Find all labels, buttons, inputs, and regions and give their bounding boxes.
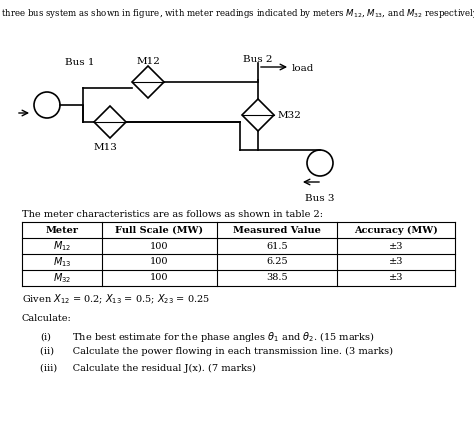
Text: 61.5: 61.5 xyxy=(266,241,288,250)
Text: M32: M32 xyxy=(278,110,302,119)
Text: 100: 100 xyxy=(150,273,169,282)
Text: 6.25: 6.25 xyxy=(266,258,288,267)
Text: load: load xyxy=(292,64,314,73)
Text: 38.5: 38.5 xyxy=(266,273,288,282)
Text: ±3: ±3 xyxy=(389,273,403,282)
Text: $M_{12}$: $M_{12}$ xyxy=(53,239,71,253)
Text: The meter characteristics are as follows as shown in table 2:: The meter characteristics are as follows… xyxy=(22,210,323,219)
Text: M13: M13 xyxy=(93,143,117,152)
Text: Bus 1: Bus 1 xyxy=(65,58,94,67)
Text: Given $X_{12}$ = 0.2; $X_{13}$ = 0.5; $X_{23}$ = 0.25: Given $X_{12}$ = 0.2; $X_{13}$ = 0.5; $X… xyxy=(22,292,210,306)
Text: 100: 100 xyxy=(150,241,169,250)
Text: Calculate:: Calculate: xyxy=(22,314,72,323)
Text: Accuracy (MW): Accuracy (MW) xyxy=(354,226,438,235)
Text: 100: 100 xyxy=(150,258,169,267)
Text: Measured Value: Measured Value xyxy=(233,226,321,235)
Text: (iii)     Calculate the residual J(x). (7 marks): (iii) Calculate the residual J(x). (7 ma… xyxy=(40,364,256,373)
Text: $M_{32}$: $M_{32}$ xyxy=(53,271,71,285)
Text: ±3: ±3 xyxy=(389,258,403,267)
Text: A three bus system as shown in figure, with meter readings indicated by meters $: A three bus system as shown in figure, w… xyxy=(0,7,474,20)
Text: (ii)      Calculate the power flowing in each transmission line. (3 marks): (ii) Calculate the power flowing in each… xyxy=(40,347,393,356)
Text: Bus 2: Bus 2 xyxy=(243,55,273,64)
Text: Meter: Meter xyxy=(46,226,79,235)
Text: (i)       The best estimate for the phase angles $\theta_1$ and $\theta_2$. (15 : (i) The best estimate for the phase angl… xyxy=(40,330,374,344)
Text: ±3: ±3 xyxy=(389,241,403,250)
Text: Full Scale (MW): Full Scale (MW) xyxy=(116,226,203,235)
Text: Bus 3: Bus 3 xyxy=(305,194,335,203)
Text: $M_{13}$: $M_{13}$ xyxy=(53,255,71,269)
Text: M12: M12 xyxy=(136,57,160,66)
